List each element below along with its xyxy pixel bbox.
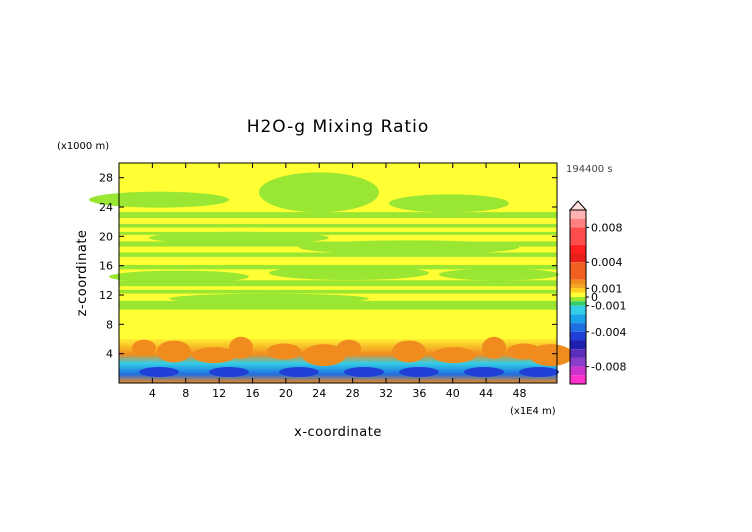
field-plume — [482, 336, 506, 359]
field-plume — [432, 347, 476, 364]
field-blob — [389, 194, 509, 213]
field-band — [119, 280, 557, 287]
colorbar-swatch — [570, 244, 586, 254]
colorbar-swatch — [570, 292, 586, 297]
y-tick-label: 16 — [99, 260, 113, 273]
colorbar-swatch — [570, 357, 586, 367]
field-patch — [344, 367, 384, 377]
field-blob — [109, 270, 249, 283]
y-tick-label: 4 — [106, 348, 113, 361]
field-patch — [464, 367, 504, 377]
field-band — [119, 212, 557, 218]
field-band — [119, 252, 557, 257]
x-tick-label: 4 — [149, 387, 156, 400]
colorbar-swatch — [570, 349, 586, 358]
x-tick-label: 12 — [212, 387, 226, 400]
colorbar-swatch — [570, 262, 586, 280]
field-patch — [519, 367, 559, 377]
colorbar-tick-label: -0.001 — [591, 300, 626, 313]
field-band — [119, 223, 557, 228]
colorbar-swatch — [570, 331, 586, 341]
colorbar-swatch — [570, 297, 586, 302]
y-tick-label: 28 — [99, 172, 113, 185]
field-plume — [267, 343, 301, 360]
chart-title: H2O-g Mixing Ratio — [247, 117, 430, 137]
colorbar-swatch — [570, 366, 586, 376]
field-blob — [259, 172, 379, 213]
colorbar-arrow — [568, 200, 588, 211]
x-tick-label: 28 — [346, 387, 360, 400]
colorbar-swatch — [570, 279, 586, 284]
field-patch — [139, 367, 179, 377]
heatmap-field — [89, 163, 573, 383]
x-unit-label: (x1E4 m) — [510, 406, 556, 417]
field-patch — [209, 367, 249, 377]
x-tick-label: 20 — [279, 387, 293, 400]
x-tick-label: 16 — [245, 387, 259, 400]
y-tick-label: 20 — [99, 230, 113, 243]
colorbar-tick-label: -0.004 — [591, 326, 626, 339]
field-plume — [392, 340, 426, 363]
colorbar-tick-label: 0.004 — [591, 256, 623, 269]
colorbar-swatch — [570, 253, 586, 263]
x-tick-label: 40 — [446, 387, 460, 400]
field-plume — [529, 344, 573, 367]
colorbar-tick-label: 0.008 — [591, 221, 623, 234]
field-blob — [89, 191, 229, 208]
field-blob — [269, 266, 429, 280]
colorbar-swatch — [570, 375, 586, 384]
y-axis-label: z-coordinate — [75, 230, 90, 317]
colorbar-swatch — [570, 283, 586, 289]
colorbar-swatch — [570, 227, 586, 245]
field-blob — [169, 293, 369, 304]
colorbar-tick-label: 0.001 — [591, 282, 623, 295]
field-blob — [149, 231, 329, 244]
colorbar-tick-label: 0 — [591, 291, 598, 304]
field-patch — [399, 367, 439, 377]
colorbar-swatch — [570, 218, 586, 228]
x-tick-label: 48 — [512, 387, 526, 400]
colorbar-swatch — [570, 314, 586, 324]
x-tick-label: 32 — [379, 387, 393, 400]
field-plume — [157, 340, 191, 363]
field-band — [119, 231, 557, 235]
colorbar — [568, 200, 588, 385]
field-blob — [439, 268, 559, 281]
x-axis-label: x-coordinate — [294, 425, 382, 440]
field-plume — [192, 347, 236, 364]
field-blob — [299, 240, 519, 255]
plot-frame — [118, 162, 558, 384]
y-unit-label: (x1000 m) — [57, 141, 109, 152]
y-tick-label: 8 — [106, 318, 113, 331]
field-band — [119, 300, 557, 310]
y-tick-label: 24 — [99, 201, 113, 214]
colorbar-swatch — [570, 301, 586, 306]
colorbar-swatch — [570, 210, 586, 219]
y-tick-label: 12 — [99, 289, 113, 302]
field-plume — [229, 336, 253, 359]
x-tick-label: 36 — [412, 387, 426, 400]
field-plume — [132, 339, 156, 356]
colorbar-tick-label: -0.008 — [591, 361, 626, 374]
colorbar-swatch — [570, 305, 586, 315]
x-tick-label: 44 — [479, 387, 493, 400]
y-axis: 4 8 12 16 20 24 28 — [99, 172, 557, 361]
x-tick-label: 24 — [312, 387, 326, 400]
colorbar-swatch — [570, 323, 586, 332]
field-plume — [337, 339, 361, 356]
colorbar-swatch — [570, 340, 586, 350]
field-plume — [302, 344, 346, 367]
field-band — [119, 289, 557, 294]
colorbar-swatch — [570, 288, 586, 293]
x-axis: 4 8 12 16 20 24 28 32 36 40 44 48 — [149, 163, 526, 400]
field-patch — [279, 367, 319, 377]
x-tick-label: 8 — [182, 387, 189, 400]
time-label: 194400 s — [566, 164, 613, 175]
